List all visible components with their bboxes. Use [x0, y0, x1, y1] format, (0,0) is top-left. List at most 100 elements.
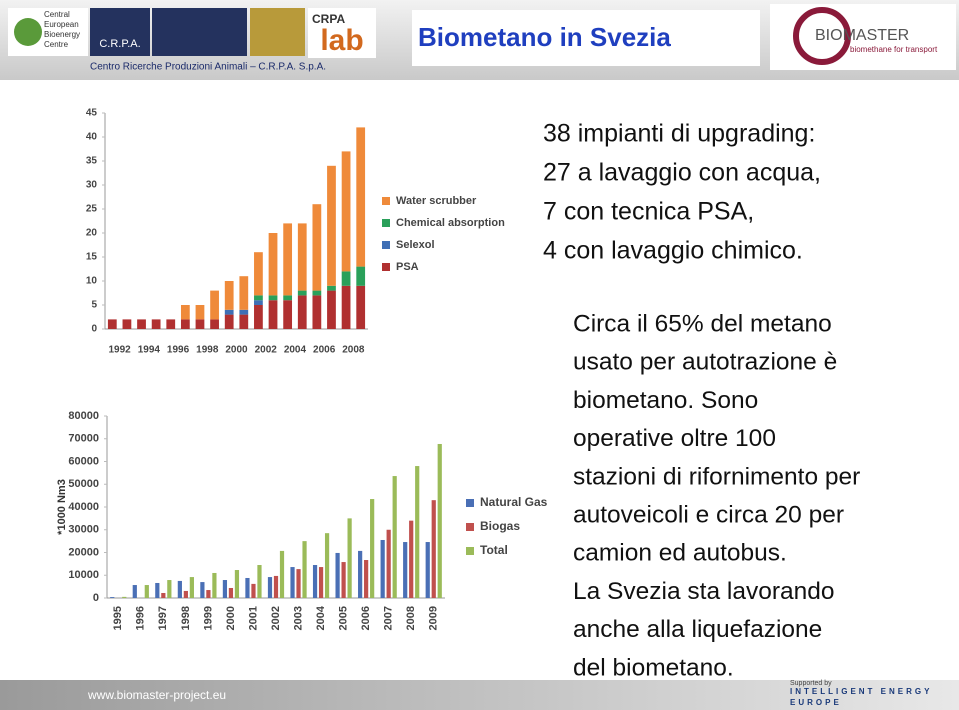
- bar: [302, 541, 307, 598]
- x-tick-label: 1997: [157, 606, 169, 630]
- bar-segment: [312, 204, 322, 291]
- legend-swatch: [382, 263, 390, 271]
- body-line: camion ed autobus.: [573, 540, 787, 567]
- charts: 0 5 10 15 20 25 30 35 40 45 1992 1994 1996 1998 2000 20…: [56, 108, 548, 631]
- x-tick-label: 2005: [338, 606, 350, 630]
- legend-label: PSA: [396, 261, 419, 273]
- bar: [245, 577, 250, 598]
- bar-segment: [283, 295, 293, 301]
- y-tick-label: 60000: [68, 455, 99, 467]
- legend-swatch: [466, 523, 474, 531]
- bar: [431, 500, 436, 598]
- body-line: La Svezia sta lavorando: [573, 578, 835, 605]
- bar: [335, 552, 340, 598]
- y-tick-label: 30000: [68, 524, 99, 536]
- legend-swatch: [466, 547, 474, 555]
- bar-segment: [239, 276, 249, 310]
- footer-program: EUROPE: [790, 698, 842, 707]
- bar-segment: [254, 295, 263, 301]
- bar-segment: [195, 319, 205, 329]
- body-line: Circa il 65% del metano: [573, 310, 832, 337]
- y-tick-label: 10000: [68, 569, 99, 581]
- bar-segment: [254, 252, 263, 296]
- legend-swatch: [382, 197, 390, 205]
- bar: [200, 582, 205, 598]
- biomaster-tagline: biomethane for transport: [850, 45, 938, 54]
- bar-segment: [224, 314, 234, 329]
- lab-top: CRPA: [312, 12, 345, 26]
- bar-segment: [210, 319, 219, 329]
- bar-segment: [297, 290, 307, 296]
- bar-segment: [268, 233, 278, 296]
- body-line: anche alla liquefazione: [573, 616, 822, 643]
- footer-band: [0, 680, 959, 710]
- lab-text: lab: [320, 24, 363, 57]
- y-tick-label: 40: [86, 132, 98, 143]
- legend-label: Chemical absorption: [396, 217, 505, 229]
- bar: [380, 539, 385, 598]
- photo: [250, 8, 305, 56]
- organisation: Centro Ricerche Produzioni Animali – C.R…: [90, 62, 326, 73]
- bar-segment: [327, 285, 336, 291]
- body-line: operative oltre 100: [573, 425, 776, 452]
- logo-text: Central European Bioenergy Centre: [44, 10, 81, 49]
- y-tick-label: 20: [86, 228, 98, 239]
- y-tick-label: 80000: [68, 410, 99, 422]
- bar-segment: [327, 165, 336, 286]
- x-tick-label: 2002: [255, 345, 278, 356]
- bar-segment: [151, 319, 161, 329]
- bar: [177, 580, 182, 598]
- bar: [267, 577, 273, 598]
- bar-segment: [268, 295, 278, 301]
- bar: [403, 542, 408, 598]
- y-tick-label: 20000: [68, 546, 99, 558]
- bar: [189, 577, 194, 598]
- bar: [167, 580, 172, 598]
- x-tick-label: 2004: [284, 345, 307, 356]
- bar-segment: [341, 285, 351, 329]
- y-tick-label: 0: [93, 592, 99, 604]
- legend-label: Natural Gas: [480, 495, 548, 509]
- footer-program: INTELLIGENT ENERGY: [790, 687, 932, 696]
- x-tick-label: 2002: [270, 606, 282, 630]
- bar: [296, 569, 301, 598]
- y-tick-label: 25: [86, 204, 98, 215]
- x-tick-label: 2000: [225, 345, 248, 356]
- body-line: usato per autotrazione è: [573, 349, 837, 376]
- bar-segment: [327, 290, 336, 329]
- y-tick-label: 30: [86, 180, 98, 191]
- bar: [358, 550, 363, 598]
- lab-logo: [308, 8, 376, 58]
- bar: [279, 550, 285, 598]
- bar-segment: [297, 223, 307, 291]
- bar: [222, 580, 228, 598]
- bar-segment: [210, 290, 219, 320]
- bar-segment: [224, 309, 234, 315]
- x-tick-label: 2004: [315, 605, 327, 630]
- bar: [386, 529, 391, 598]
- bar: [370, 499, 375, 598]
- body-text: 38 impianti di upgrading: 27 a lavaggio c…: [543, 120, 860, 682]
- y-tick-label: 10: [86, 276, 98, 287]
- bar: [251, 583, 256, 598]
- x-tick-label: 1998: [196, 345, 219, 356]
- bar: [206, 590, 211, 598]
- legend-label: Selexol: [396, 239, 435, 251]
- x-tick-label: 1999: [202, 606, 214, 630]
- x-tick-label: 1996: [167, 345, 190, 356]
- y-tick-label: 35: [86, 156, 98, 167]
- bar-segment: [268, 300, 278, 329]
- legend-swatch: [382, 219, 390, 227]
- legend-swatch: [466, 499, 474, 507]
- x-tick-label: 2009: [428, 606, 440, 630]
- x-tick-label: 1996: [135, 606, 147, 630]
- legend-label: Total: [480, 543, 508, 557]
- title-box: [412, 10, 760, 66]
- crpa-text: C.R.P.A.: [99, 38, 140, 50]
- bar: [392, 476, 397, 598]
- x-tick-label: 2006: [313, 345, 336, 356]
- body-line: biometano. Sono: [573, 387, 758, 414]
- bar: [425, 542, 430, 598]
- bar-segment: [254, 305, 263, 329]
- x-tick-label: 2001: [247, 606, 259, 630]
